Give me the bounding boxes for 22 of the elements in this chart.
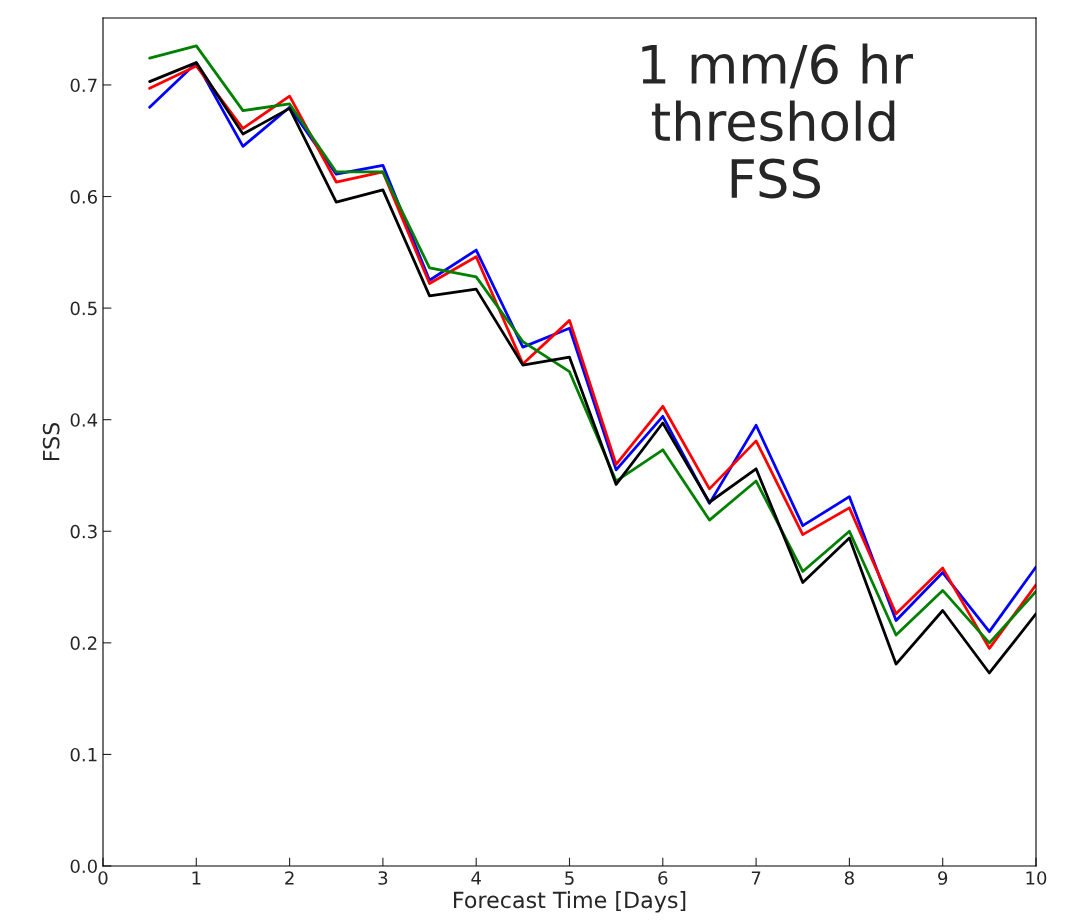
x-tick-label: 4 [471, 871, 481, 885]
x-tick-label: 3 [378, 871, 388, 885]
y-tick-label: 0.5 [70, 301, 97, 316]
y-tick-label: 0.6 [70, 189, 97, 204]
x-tick-label: 5 [565, 871, 574, 885]
y-tick-label: 0.3 [70, 524, 97, 539]
x-tick-label: 8 [844, 871, 854, 885]
y-axis-title: FSS [42, 422, 60, 461]
y-tick-label: 0.7 [70, 78, 97, 93]
x-tick-label: 2 [285, 871, 294, 885]
x-axis-title: Forecast Time [Days] [454, 891, 686, 913]
y-tick-label: 0.4 [70, 413, 98, 427]
y-tick-label: 0.2 [70, 636, 97, 650]
x-tick-label: 0 [98, 871, 108, 885]
x-tick-label: 7 [751, 871, 761, 885]
x-tick-label: 1 [192, 871, 201, 885]
x-tick-label: 6 [658, 871, 668, 885]
annotation: 1 mm/6 hr threshold FSS [642, 43, 913, 199]
x-tick-label: 10 [1026, 871, 1047, 885]
y-tick-label: 0.1 [70, 747, 97, 762]
x-tick-label: 9 [938, 871, 948, 885]
y-tick-label: 0.0 [70, 859, 97, 874]
